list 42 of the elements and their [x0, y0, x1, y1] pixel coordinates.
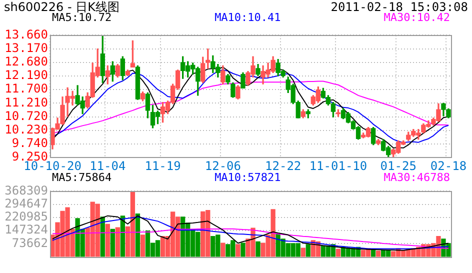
y-tick-label: 13.170 [4, 40, 48, 55]
bar [140, 234, 146, 257]
x-tick-label: 11-01-10 [309, 158, 368, 173]
x-tick-label: 02-18 [430, 158, 467, 173]
bar [336, 248, 341, 257]
y-tick-label: 13.660 [4, 27, 48, 42]
x-tick-label: 11-04 [90, 158, 126, 173]
y-tick-label: 9.740 [12, 136, 48, 150]
bar [300, 248, 306, 257]
bar [376, 250, 381, 257]
y-tick-label: 294647 [4, 196, 48, 210]
y-tick-label: 11.210 [4, 95, 48, 110]
bar [236, 244, 240, 257]
x-tick-label: 12-22 [265, 158, 302, 173]
y-tick-label: 10.720 [4, 108, 48, 123]
bar [135, 214, 140, 257]
y-tick-label: 368309 [4, 183, 48, 198]
text: MA5:75864 [52, 171, 112, 184]
text: MA5:10.72 [52, 11, 112, 24]
bar [115, 227, 120, 257]
y-tick-label: 10.230 [4, 122, 48, 137]
y-tick-label: 11.700 [4, 82, 48, 96]
bar [105, 224, 110, 257]
x-tick-label: 12-06 [204, 158, 241, 173]
text: MA10:10.41 [214, 11, 281, 24]
text: 2011-02-18 15:03:08 [330, 0, 468, 14]
chart-title: sh600226 - 日K线图 [4, 0, 120, 14]
bar [220, 242, 226, 257]
y-tick-label: 12.190 [4, 68, 48, 82]
text: MA30:46788 [384, 171, 450, 184]
y-tick-label: 220985 [4, 210, 48, 224]
x-tick-label: 11-19 [144, 158, 181, 173]
y-tick-label: 147324 [4, 222, 48, 237]
bar [306, 244, 310, 257]
y-tick-label: 73662 [12, 236, 48, 250]
bar [256, 241, 260, 257]
text: MA10:57821 [214, 171, 281, 184]
bar [240, 242, 246, 257]
bar [110, 228, 115, 257]
y-tick-label: 12.680 [4, 54, 48, 69]
x-tick-label: 01-25 [380, 158, 416, 173]
text: MA30:10.42 [384, 11, 450, 24]
